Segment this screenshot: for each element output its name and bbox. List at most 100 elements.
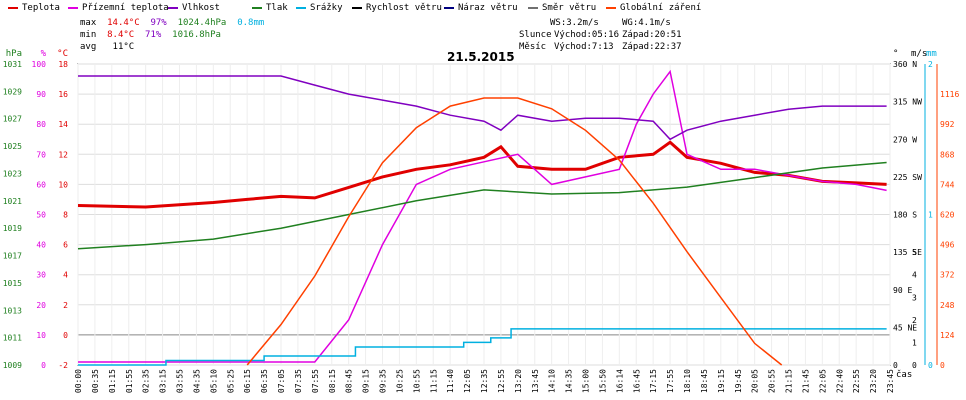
x-tick-label: 20:05 [751, 369, 760, 393]
stats-min-row: min 8.4°C 71% 1016.8hPa [80, 30, 221, 40]
wind-ms-axis-tick: 0 [912, 361, 917, 370]
wind-ms-axis-tick: 1 [912, 338, 917, 347]
chart-title: 21.5.2015 [447, 50, 515, 64]
wind-dir-axis-tick: 315 NW [893, 98, 922, 107]
rain-axis-tick: 0 [928, 361, 933, 370]
legend-swatch [606, 6, 616, 9]
humidity-axis-tick: 40 [36, 241, 46, 250]
pressure-axis-tick: 1027 [3, 115, 22, 124]
series-line-přízemní-teplota [78, 69, 887, 363]
legend-label: Směr větru [542, 3, 597, 13]
legend-swatch [168, 6, 178, 9]
x-tick-label: 08:45 [345, 369, 354, 393]
radiation-axis-tick: 496 [940, 241, 955, 250]
stats-avg-row: avg 11°C [80, 42, 134, 52]
x-tick-label: 04:35 [192, 369, 201, 393]
stats-max-row: max 14.4°C 97% 1024.4hPa 0.8mm [80, 18, 264, 28]
humidity-axis-tick: 100 [32, 60, 47, 69]
legend-item-5: Rychlost větru [352, 3, 442, 13]
stats-max-rain: 0.8mm [237, 18, 265, 28]
x-tick-label: 21:45 [801, 369, 810, 393]
humidity-axis-tick: 60 [36, 180, 46, 189]
series-line-srážky [78, 328, 887, 366]
x-tick-label: 07:05 [277, 369, 286, 393]
x-tick-label: 16:14 [615, 369, 624, 393]
pressure-axis-tick: 1025 [3, 142, 22, 151]
legend-label: Vlhkost [182, 3, 220, 13]
pressure-axis-tick: 1031 [3, 60, 22, 69]
x-tick-label: 13:20 [514, 369, 523, 393]
stats-max-temp: 14.4°C [107, 18, 140, 28]
legend-label: Rychlost větru [366, 3, 442, 13]
wind-dir-axis-tick: 90 E [893, 286, 912, 295]
wind-dir-axis-tick: 270 W [893, 135, 917, 144]
wind-dir-axis-tick: 0 [893, 361, 898, 370]
humidity-axis-tick: 20 [36, 301, 46, 310]
legend-swatch [8, 6, 18, 9]
temp-axis-label: °C [57, 49, 68, 59]
stats-min-temp: 8.4°C [107, 30, 135, 40]
x-tick-label: 01:55 [125, 369, 134, 393]
moon-rise: Východ:7:13 [554, 42, 614, 52]
x-tick-label: 22:40 [835, 369, 844, 393]
stats-avg-label: avg [80, 42, 97, 52]
moon-label: Měsíc [519, 42, 547, 52]
temp-axis-tick: 6 [63, 241, 68, 250]
humidity-axis-tick: 10 [36, 331, 46, 340]
temp-axis-tick: 14 [58, 120, 68, 129]
radiation-axis-tick: 744 [940, 180, 955, 189]
stats-min-press: 1016.8hPa [172, 30, 221, 40]
legend-item-3: Tlak [252, 3, 288, 13]
x-tick-label: 18:45 [700, 369, 709, 393]
x-tick-label: 00:00 [74, 369, 83, 393]
stats-avg-temp: 11°C [112, 42, 135, 52]
radiation-axis-tick: 124 [940, 331, 955, 340]
sun-set: Západ:20:51 [622, 30, 682, 40]
humidity-axis-tick: 50 [36, 211, 46, 220]
legend-label: Teplota [22, 3, 60, 13]
x-tick-label: 17:15 [649, 369, 658, 393]
legend-swatch [444, 6, 454, 9]
x-tick-label: 23:20 [869, 369, 878, 393]
temp-axis-tick: 0 [63, 331, 68, 340]
radiation-axis-tick: 372 [940, 271, 955, 280]
wind-ms-axis-tick: 4 [912, 271, 917, 280]
stats-min-hum: 71% [145, 30, 162, 40]
rain-axis-tick: 2 [928, 60, 933, 69]
stats-min-label: min [80, 30, 97, 40]
x-tick-label: 10:55 [412, 369, 421, 393]
radiation-axis-tick: 620 [940, 211, 955, 220]
x-tick-label: 19:15 [717, 369, 726, 393]
pressure-axis-tick: 1011 [3, 334, 22, 343]
x-tick-label: 03:55 [176, 369, 185, 393]
pressure-axis-tick: 1029 [3, 87, 22, 96]
temp-axis-tick: 2 [63, 301, 68, 310]
series-line-tlak [77, 161, 887, 250]
wind-dir-axis-tick: 360 N [893, 60, 917, 69]
x-tick-label: 05:25 [226, 369, 235, 393]
rain-axis-tick: 1 [928, 211, 933, 220]
x-tick-label: 11:40 [446, 369, 455, 393]
temp-axis-tick: 16 [58, 90, 68, 99]
x-tick-label: 22:55 [852, 369, 861, 393]
legend-item-0: Teplota [8, 3, 60, 13]
legend-swatch [252, 6, 262, 9]
radiation-axis-tick: 0 [940, 361, 945, 370]
wind-dir-axis-tick: 225 SW [893, 173, 922, 182]
x-tick-label: 06:35 [260, 369, 269, 393]
legend-label: Globální záření [620, 3, 702, 13]
stats-max-press: 1024.4hPa [177, 18, 227, 28]
pressure-axis-tick: 1009 [3, 361, 22, 370]
legend-item-4: Srážky [296, 3, 343, 13]
x-tick-label: 21:15 [785, 369, 794, 393]
x-tick-label: 07:35 [294, 369, 303, 393]
x-tick-label: 13:45 [531, 369, 540, 393]
humidity-axis-label: % [41, 49, 47, 59]
sun-label: Slunce [519, 30, 552, 40]
x-tick-label: 08:15 [328, 369, 337, 393]
wind-ms-axis-tick: 2 [912, 316, 917, 325]
legend-label: Srážky [310, 3, 343, 13]
humidity-axis-tick: 70 [36, 150, 46, 159]
series-line-globální-záření [246, 97, 783, 366]
